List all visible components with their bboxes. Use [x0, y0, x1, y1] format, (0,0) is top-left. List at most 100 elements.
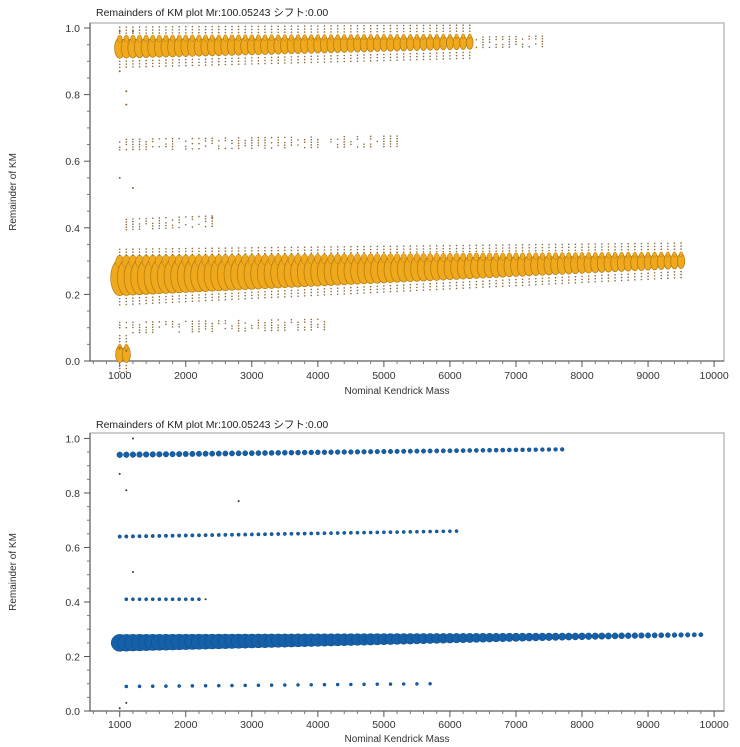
- data-point-minor: [667, 274, 669, 277]
- data-point-minor: [475, 244, 478, 247]
- data-point: [375, 682, 380, 687]
- data-point: [520, 447, 525, 453]
- data-point-minor: [554, 279, 557, 282]
- data-point-minor: [284, 249, 286, 252]
- data-point-cap: [428, 33, 432, 40]
- data-point: [297, 139, 299, 141]
- data-point-minor: [468, 24, 471, 26]
- data-point: [350, 143, 352, 146]
- data-point-minor: [647, 242, 649, 245]
- data-point: [211, 325, 213, 327]
- data-point-minor: [574, 275, 577, 278]
- data-point: [118, 321, 121, 324]
- data-point-minor: [594, 246, 597, 248]
- data-point: [302, 531, 307, 536]
- data-point-minor: [125, 340, 128, 343]
- data-point-cap: [546, 252, 552, 260]
- data-point-minor: [251, 28, 253, 31]
- data-point-minor: [435, 58, 438, 60]
- data-point-minor: [297, 289, 299, 291]
- data-point-minor: [184, 297, 187, 300]
- data-point: [138, 228, 141, 230]
- data-point-minor: [257, 62, 260, 65]
- data-point-cap: [156, 34, 162, 43]
- data-point: [521, 38, 524, 40]
- data-point-cap: [559, 252, 565, 260]
- data-point-minor: [317, 61, 319, 63]
- data-point-cap: [163, 34, 169, 43]
- data-point-minor: [402, 251, 405, 253]
- data-point: [145, 148, 147, 151]
- data-point-minor: [356, 292, 359, 295]
- data-point: [230, 683, 234, 688]
- data-point-minor: [449, 244, 451, 247]
- data-point-minor: [383, 56, 385, 59]
- data-point: [387, 448, 394, 454]
- data-point: [268, 450, 275, 456]
- data-point-minor: [290, 252, 293, 255]
- data-point-minor: [363, 248, 365, 251]
- data-point: [264, 142, 266, 144]
- data-point-minor: [138, 65, 141, 68]
- data-point-minor: [667, 242, 669, 245]
- data-point: [651, 632, 658, 639]
- data-point-minor: [429, 282, 431, 285]
- data-point: [270, 147, 273, 149]
- data-point: [237, 324, 240, 327]
- data-point: [257, 324, 260, 327]
- data-point-minor: [284, 28, 286, 31]
- data-point: [383, 143, 385, 145]
- data-point-minor: [383, 30, 385, 33]
- data-point-minor: [290, 249, 293, 252]
- data-point-minor: [343, 287, 346, 289]
- data-point-minor: [581, 281, 583, 284]
- data-point-minor: [297, 295, 299, 297]
- data-point-minor: [158, 248, 161, 250]
- data-point-minor: [561, 246, 563, 249]
- data-point-minor: [383, 288, 385, 290]
- data-point: [434, 448, 440, 454]
- data-point-minor: [594, 274, 597, 277]
- data-point: [389, 145, 392, 148]
- data-point-minor: [251, 31, 253, 34]
- data-point-minor: [356, 60, 359, 62]
- data-point-minor: [217, 253, 220, 255]
- data-point: [625, 632, 632, 639]
- data-point: [211, 220, 213, 222]
- data-point-minor: [125, 367, 128, 370]
- data-point: [317, 318, 319, 321]
- data-point: [125, 326, 128, 329]
- data-point: [362, 530, 366, 535]
- data-point: [310, 321, 313, 323]
- data-point-minor: [336, 252, 339, 254]
- data-point-minor: [482, 250, 484, 253]
- y-tick-label: 0.0: [65, 706, 80, 718]
- data-point: [310, 144, 313, 146]
- data-point-minor: [211, 247, 213, 250]
- data-point-cap: [467, 33, 472, 39]
- data-point: [495, 36, 497, 38]
- data-point: [363, 146, 365, 148]
- data-point: [354, 449, 361, 455]
- data-point-minor: [515, 250, 517, 252]
- data-point: [330, 141, 332, 143]
- data-point: [162, 451, 169, 458]
- data-point: [310, 323, 313, 326]
- data-point: [204, 225, 207, 228]
- data-point-minor: [184, 64, 187, 67]
- data-point-minor: [336, 31, 339, 33]
- data-point-minor: [191, 28, 194, 31]
- data-point: [156, 451, 163, 458]
- data-point-cap: [387, 253, 394, 263]
- data-point: [132, 138, 134, 140]
- data-point: [204, 328, 207, 330]
- data-point: [209, 450, 216, 457]
- data-point-minor: [244, 63, 246, 65]
- data-point-minor: [422, 24, 425, 27]
- data-point-minor: [574, 246, 577, 249]
- data-point: [138, 225, 141, 228]
- data-point: [264, 147, 266, 149]
- data-point: [125, 223, 128, 226]
- data-point-minor: [634, 248, 636, 251]
- data-point-minor: [237, 63, 240, 66]
